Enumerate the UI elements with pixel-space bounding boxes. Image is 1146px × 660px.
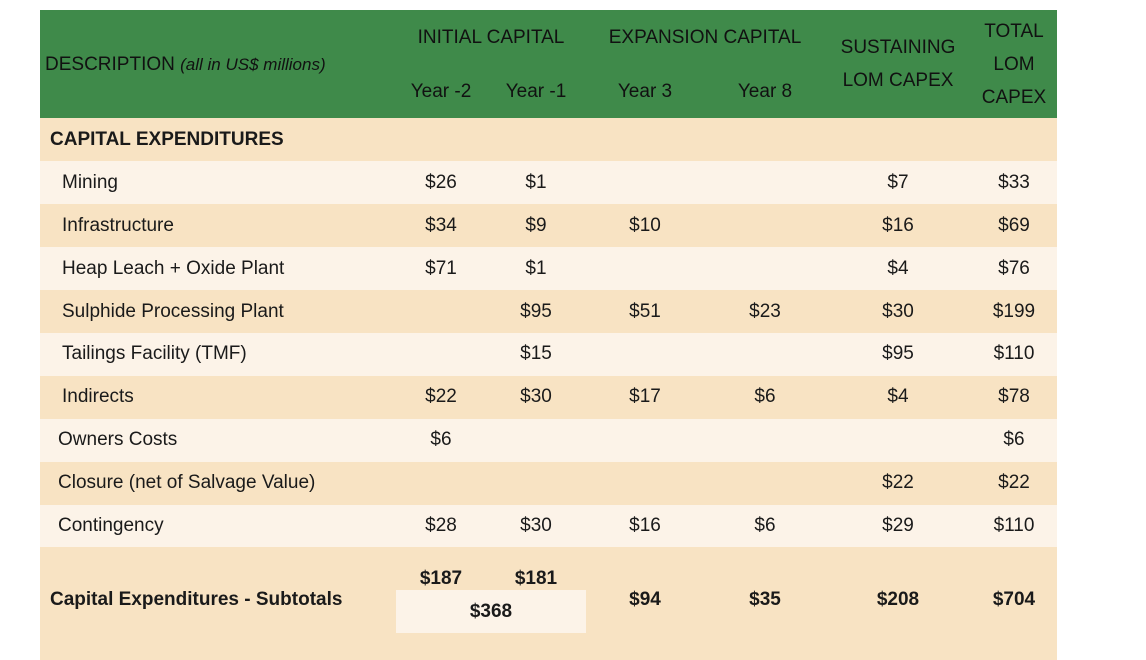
cell-sustaining: $16 xyxy=(882,215,914,236)
cell-total: $110 xyxy=(993,515,1035,536)
row-label: Closure (net of Salvage Value) xyxy=(58,472,316,493)
table-row: Sulphide Processing Plant $95 $51 $23 $3… xyxy=(40,290,1057,333)
subtotal-total: $704 xyxy=(992,589,1036,610)
capex-table: DESCRIPTION (all in US$ millions) INITIA… xyxy=(40,10,1057,660)
initial-capital-total: $368 xyxy=(469,601,513,622)
row-label: Mining xyxy=(62,172,118,193)
row-label: Indirects xyxy=(62,386,134,407)
cell-year-minus2: $6 xyxy=(430,429,452,450)
cell-total: $6 xyxy=(1003,429,1025,450)
cell-total: $199 xyxy=(992,301,1036,322)
cell-total: $22 xyxy=(998,472,1030,493)
cell-year-minus2: $28 xyxy=(425,515,457,536)
subtotal-year-8: $35 xyxy=(749,589,781,610)
cell-year-minus1: $9 xyxy=(525,215,547,236)
year-minus2-header: Year -2 xyxy=(410,81,472,102)
cell-year-minus2: $26 xyxy=(425,172,457,193)
subtotal-sustaining: $208 xyxy=(876,589,920,610)
year-3-header: Year 3 xyxy=(617,81,673,102)
row-label: Contingency xyxy=(58,515,164,536)
cell-year-3: $10 xyxy=(629,215,661,236)
table-row: Owners Costs $6 $6 xyxy=(40,419,1057,462)
row-label: Owners Costs xyxy=(58,429,178,450)
expansion-capital-header: EXPANSION CAPITAL xyxy=(608,27,802,48)
row-label: Infrastructure xyxy=(62,215,174,236)
cell-year-minus1: $1 xyxy=(525,258,547,279)
cell-total: $78 xyxy=(998,386,1030,407)
subtotal-label: Capital Expenditures - Subtotals xyxy=(50,589,343,610)
subtotal-year-minus2: $187 xyxy=(419,568,463,589)
table-header: DESCRIPTION (all in US$ millions) INITIA… xyxy=(40,10,1057,118)
table-row: Infrastructure $34 $9 $10 $16 $69 xyxy=(40,204,1057,247)
description-header: DESCRIPTION (all in US$ millions) xyxy=(45,54,326,76)
year-minus1-header: Year -1 xyxy=(505,81,567,102)
row-label: Sulphide Processing Plant xyxy=(62,301,284,322)
cell-year-minus1: $30 xyxy=(520,515,552,536)
cell-year-3: $16 xyxy=(629,515,661,536)
table-row: Indirects $22 $30 $17 $6 $4 $78 xyxy=(40,376,1057,419)
table-row: Contingency $28 $30 $16 $6 $29 $110 xyxy=(40,505,1057,548)
table-row: Tailings Facility (TMF) $15 $95 $110 xyxy=(40,333,1057,376)
cell-year-3: $17 xyxy=(629,386,661,407)
cell-total: $110 xyxy=(993,343,1035,364)
cell-year-minus1: $30 xyxy=(520,386,552,407)
subtotal-year-3: $94 xyxy=(629,589,661,610)
initial-capital-header: INITIAL CAPITAL xyxy=(417,27,565,48)
cell-sustaining: $29 xyxy=(882,515,914,536)
cell-sustaining: $4 xyxy=(887,386,909,407)
subtotal-year-minus1: $181 xyxy=(514,568,558,589)
cell-sustaining: $22 xyxy=(882,472,914,493)
section-row: CAPITAL EXPENDITURES xyxy=(40,118,1057,161)
subtotal-row: Capital Expenditures - Subtotals $187 $1… xyxy=(40,547,1057,660)
cell-year-minus2: $34 xyxy=(425,215,457,236)
cell-year-minus2: $71 xyxy=(425,258,457,279)
cell-sustaining: $95 xyxy=(882,343,914,364)
cell-year-8: $6 xyxy=(754,386,776,407)
initial-capital-total-box: $368 xyxy=(396,590,586,633)
table-row: Heap Leach + Oxide Plant $71 $1 $4 $76 xyxy=(40,247,1057,290)
total-header-line1: TOTAL xyxy=(984,21,1044,42)
table-row: Closure (net of Salvage Value) $22 $22 xyxy=(40,462,1057,505)
cell-total: $33 xyxy=(998,172,1030,193)
cell-sustaining: $30 xyxy=(882,301,914,322)
cell-year-8: $23 xyxy=(749,301,781,322)
row-label: Tailings Facility (TMF) xyxy=(62,343,247,364)
cell-year-minus2: $22 xyxy=(425,386,457,407)
cell-sustaining: $4 xyxy=(887,258,909,279)
cell-total: $69 xyxy=(998,215,1030,236)
cell-year-minus1: $15 xyxy=(520,343,552,364)
description-unit: (all in US$ millions) xyxy=(180,55,326,74)
year-8-header: Year 8 xyxy=(737,81,793,102)
table-row: Mining $26 $1 $7 $33 xyxy=(40,161,1057,204)
total-header-line2: LOM xyxy=(993,54,1035,75)
sustaining-header-line1: SUSTAINING xyxy=(840,37,956,58)
sustaining-header-line2: LOM CAPEX xyxy=(842,70,954,91)
cell-year-8: $6 xyxy=(754,515,776,536)
cell-year-minus1: $95 xyxy=(520,301,552,322)
cell-year-3: $51 xyxy=(629,301,661,322)
description-label: DESCRIPTION xyxy=(45,54,175,75)
section-title: CAPITAL EXPENDITURES xyxy=(50,129,284,150)
total-header-line3: CAPEX xyxy=(981,87,1047,108)
cell-year-minus1: $1 xyxy=(525,172,547,193)
cell-total: $76 xyxy=(998,258,1030,279)
cell-sustaining: $7 xyxy=(887,172,909,193)
row-label: Heap Leach + Oxide Plant xyxy=(62,258,285,279)
